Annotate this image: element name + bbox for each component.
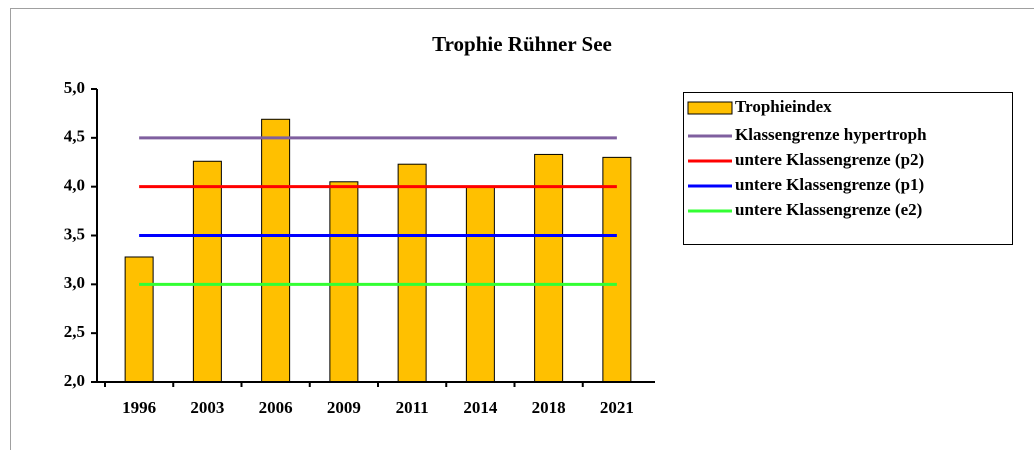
chart-title: Trophie Rühner See xyxy=(432,32,612,56)
x-tick-label: 2018 xyxy=(532,398,566,417)
chart-frame xyxy=(10,8,1034,450)
y-tick-label: 2,5 xyxy=(64,322,85,341)
legend-label: Klassengrenze hypertroph xyxy=(735,125,927,144)
y-tick-label: 4,5 xyxy=(64,127,85,146)
legend-label: Trophieindex xyxy=(735,97,832,116)
x-tick-label: 2021 xyxy=(600,398,634,417)
y-tick-label: 3,0 xyxy=(64,273,85,292)
bar xyxy=(261,118,291,383)
bar xyxy=(397,163,427,383)
legend-swatch xyxy=(687,101,733,115)
x-tick-label: 2009 xyxy=(327,398,361,417)
legend-label: untere Klassengrenze (p2) xyxy=(735,150,924,169)
legend-label: untere Klassengrenze (e2) xyxy=(735,200,922,219)
bar xyxy=(602,156,632,383)
legend-box xyxy=(683,92,1013,245)
legend-label: untere Klassengrenze (p1) xyxy=(735,175,924,194)
bar xyxy=(124,256,154,383)
y-tick-label: 4,0 xyxy=(64,176,85,195)
x-tick-label: 1996 xyxy=(122,398,156,417)
bar xyxy=(192,160,222,383)
y-tick-label: 5,0 xyxy=(64,78,85,97)
bar xyxy=(329,181,359,383)
y-tick-label: 3,5 xyxy=(64,224,85,243)
y-tick-label: 2,0 xyxy=(64,371,85,390)
bar xyxy=(534,153,564,383)
x-tick-label: 2014 xyxy=(463,398,498,417)
x-tick-label: 2011 xyxy=(396,398,429,417)
x-tick-label: 2006 xyxy=(259,398,293,417)
x-tick-label: 2003 xyxy=(190,398,224,417)
